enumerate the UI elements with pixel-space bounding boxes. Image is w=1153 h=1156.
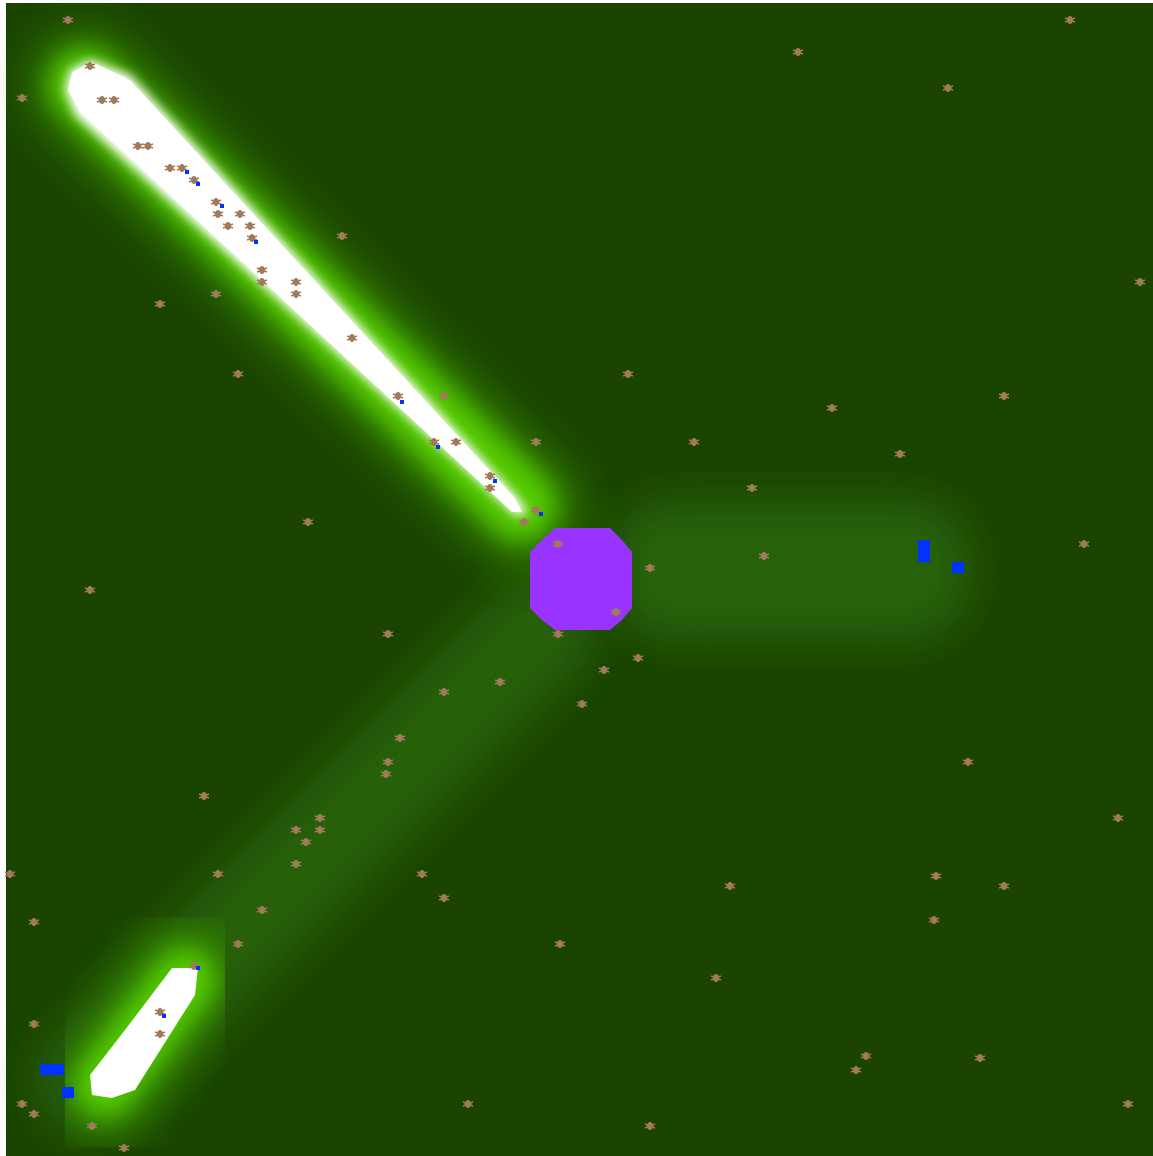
food (918, 540, 930, 562)
faint-trail (610, 500, 970, 640)
carried-food (493, 479, 497, 483)
carried-food (539, 512, 543, 516)
carried-food (220, 204, 224, 208)
carried-food (400, 400, 404, 404)
food (40, 1064, 64, 1075)
simulation-world (0, 0, 1153, 1156)
food (952, 562, 964, 573)
carried-food (436, 445, 440, 449)
carried-food (196, 182, 200, 186)
carried-food (254, 240, 258, 244)
food (62, 1087, 74, 1098)
carried-food (196, 966, 200, 970)
carried-food (185, 170, 189, 174)
page: (() => { const ns = 'http://www.w3.org/2… (0, 0, 1153, 1156)
carried-food (162, 1014, 166, 1018)
